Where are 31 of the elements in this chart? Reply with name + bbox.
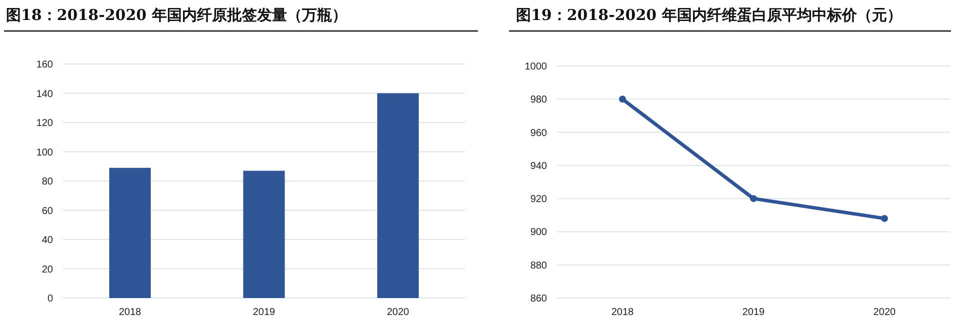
y-tick-label: 980 — [530, 94, 548, 106]
x-tick-label: 2018 — [118, 307, 142, 318]
y-tick-label: 100 — [36, 147, 54, 158]
y-tick-label: 60 — [42, 206, 54, 217]
y-tick-label: 140 — [36, 88, 54, 100]
y-tick-label: 20 — [42, 264, 54, 276]
y-tick-label: 860 — [530, 294, 548, 304]
y-tick-label: 1000 — [524, 62, 548, 72]
chart-title: 图19：2018-2020 年国内纤维蛋白原平均中标价（元） — [516, 6, 902, 24]
y-tick-label: 0 — [47, 294, 54, 304]
bar — [377, 93, 419, 298]
y-tick-label: 80 — [42, 176, 54, 188]
x-tick-label: 2020 — [873, 307, 896, 318]
y-tick-label: 900 — [530, 227, 548, 238]
x-tick-label: 2019 — [742, 307, 766, 318]
x-tick-label: 2018 — [611, 307, 634, 318]
y-tick-label: 40 — [42, 235, 54, 246]
chart-title: 图18：2018-2020 年国内纤原批签发量（万瓶） — [6, 6, 347, 24]
y-tick-label: 940 — [530, 160, 548, 172]
point — [881, 214, 888, 222]
x-tick-label: 2019 — [252, 307, 276, 318]
x-tick-label: 2020 — [386, 307, 410, 318]
point — [750, 195, 757, 202]
bar — [243, 170, 285, 298]
y-tick-label: 880 — [530, 260, 548, 272]
y-tick-label: 160 — [36, 60, 54, 70]
y-tick-label: 120 — [36, 118, 54, 129]
y-tick-label: 960 — [530, 128, 548, 139]
point — [619, 96, 626, 103]
y-tick-label: 920 — [530, 194, 548, 206]
bar — [109, 168, 151, 298]
